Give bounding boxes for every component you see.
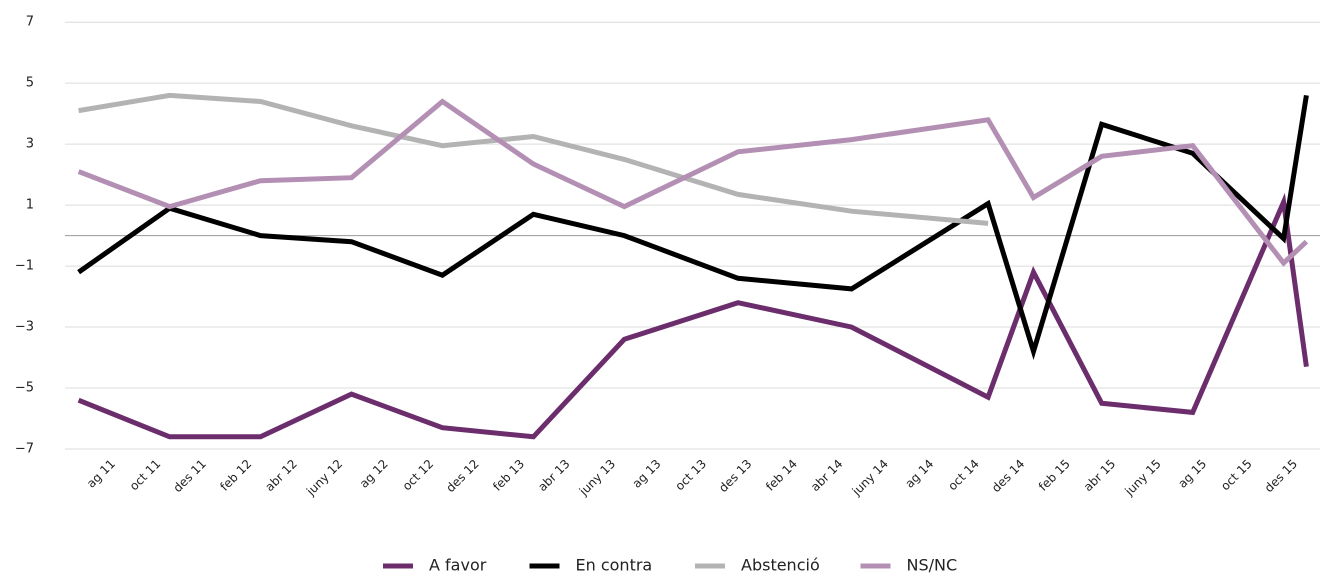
- y-tick-label: 5: [26, 76, 34, 91]
- x-tick-label: oct 13: [673, 457, 710, 494]
- x-tick-label: oct 11: [127, 457, 164, 494]
- x-tick-label: feb 12: [217, 457, 254, 494]
- series-line: [77, 98, 1309, 267]
- x-tick-label: ag 11: [84, 457, 118, 491]
- x-tick-label: des 13: [716, 457, 754, 495]
- x-tick-label: abr 13: [535, 457, 572, 494]
- x-tick-label: juny 14: [849, 457, 891, 499]
- x-tick-label: juny 15: [1122, 457, 1164, 499]
- x-tick-label: des 15: [1262, 457, 1300, 495]
- x-tick-label: ag 15: [1175, 457, 1209, 491]
- y-tick-label: 7: [26, 15, 34, 30]
- x-tick-label: des 14: [989, 457, 1027, 495]
- legend-label: En contra: [576, 556, 653, 575]
- x-tick-label: abr 12: [262, 457, 299, 494]
- x-tick-label: abr 14: [808, 457, 845, 494]
- x-tick-label: oct 12: [400, 457, 437, 494]
- x-tick-label: juny 13: [576, 457, 618, 499]
- x-tick-label: oct 14: [945, 457, 982, 494]
- y-tick-label: −1: [15, 259, 34, 274]
- x-tick-label: feb 13: [490, 457, 527, 494]
- x-tick-label: juny 12: [303, 457, 345, 499]
- y-tick-label: −3: [15, 320, 34, 335]
- series-line: [78, 92, 989, 226]
- series-line: [77, 95, 1309, 361]
- legend-label: Abstenció: [741, 556, 820, 575]
- legend-label: NS/NC: [907, 556, 958, 575]
- x-tick-label: oct 15: [1218, 457, 1255, 494]
- y-tick-label: 1: [26, 198, 34, 213]
- series-line: [77, 192, 1309, 440]
- legend-label: A favor: [429, 556, 487, 575]
- y-tick-label: 3: [26, 137, 34, 152]
- x-tick-label: ag 14: [902, 457, 936, 491]
- x-tick-label: des 11: [170, 457, 208, 495]
- x-tick-label: des 12: [443, 457, 481, 495]
- x-tick-label: feb 15: [1036, 457, 1073, 494]
- y-tick-label: −7: [15, 442, 34, 457]
- y-tick-label: −5: [15, 381, 34, 396]
- x-tick-label: abr 15: [1081, 457, 1118, 494]
- x-tick-label: ag 13: [630, 457, 664, 491]
- x-tick-label: feb 14: [763, 457, 800, 494]
- x-tick-label: ag 12: [357, 457, 391, 491]
